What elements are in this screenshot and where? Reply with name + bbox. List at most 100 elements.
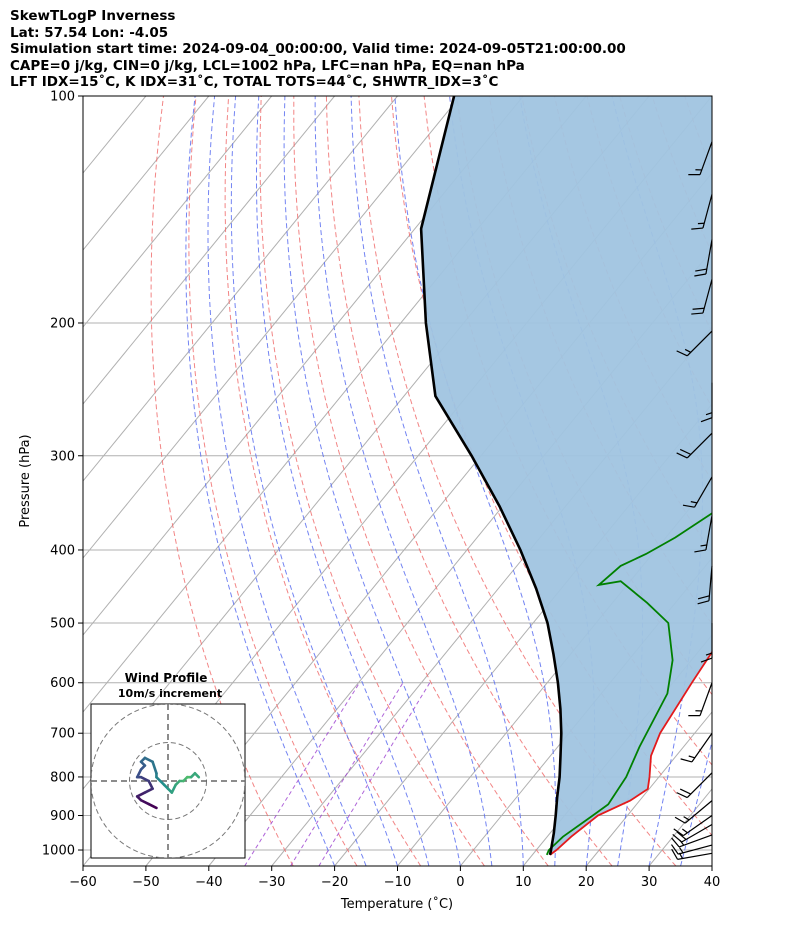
barb-flag — [676, 831, 687, 840]
barb-flag — [676, 792, 688, 799]
y-tick-label: 300 — [50, 449, 75, 464]
x-tick-label: 30 — [641, 875, 658, 890]
barb-staff — [682, 815, 713, 837]
x-axis-label: Temperature (˚C) — [340, 896, 453, 912]
barb-flag — [674, 816, 686, 824]
barb-half-flag — [700, 544, 707, 547]
moist-adiabat-line — [207, 96, 367, 866]
moist-adiabat-line — [185, 96, 336, 866]
x-tick-label: −50 — [132, 875, 159, 890]
dry-adiabat-line — [224, 96, 422, 866]
hodograph-inset: Wind Profile 10m/s increment — [90, 671, 246, 859]
axes: −60 −50 −40 −30 −20 −10 0 10 20 30 40 1000 900 800 700… — [42, 90, 720, 891]
barb-flag — [679, 448, 692, 455]
x-tick-label: −40 — [195, 875, 222, 890]
mixing-ratio-line — [290, 682, 404, 866]
hodograph-plot — [91, 704, 245, 858]
dry-adiabat-line — [783, 96, 794, 866]
y-tick-label: 1000 — [42, 844, 75, 859]
y-axis-label: Pressure (hPa) — [18, 434, 33, 527]
x-tick-label: 10 — [515, 875, 532, 890]
wind-barb — [697, 565, 713, 605]
moist-adiabat-line — [283, 96, 461, 866]
isotherm-line — [711, 865, 712, 866]
hodograph-segment — [147, 779, 154, 791]
barb-flag — [695, 268, 707, 272]
wind-barb — [676, 330, 713, 357]
mixing-ratio-line — [318, 682, 431, 866]
index-values-text: LFT IDX=15˚C, K IDX=31˚C, TOTAL TOTS=44˚… — [10, 74, 499, 90]
wind-barb — [688, 682, 713, 717]
barb-half-flag — [683, 816, 690, 821]
barb-staff — [686, 772, 713, 799]
isotherm-line — [83, 96, 273, 328]
barb-flag — [676, 452, 688, 459]
dry-adiabat-line — [750, 96, 794, 866]
barb-flag — [694, 549, 707, 553]
wind-barb — [691, 279, 713, 315]
hodograph-segment — [139, 798, 151, 806]
x-tick-label: −10 — [384, 875, 411, 890]
wind-barb — [680, 732, 713, 763]
barb-staff — [699, 682, 713, 716]
dry-adiabat-line — [717, 96, 794, 866]
barb-staff — [705, 239, 713, 275]
isotherm-line — [83, 96, 398, 482]
barb-half-flag — [690, 501, 698, 504]
isotherm-line — [83, 96, 84, 97]
barb-flag — [673, 828, 684, 837]
wind-barb — [674, 800, 713, 824]
wind-barb — [676, 772, 713, 799]
barb-staff — [702, 279, 713, 314]
barb-flag — [700, 417, 713, 423]
hodograph-segment — [139, 775, 151, 783]
barb-staff — [678, 844, 713, 855]
barb-half-flag — [688, 755, 695, 759]
x-tick-label: −30 — [258, 875, 285, 890]
hodograph-segment — [151, 760, 158, 775]
barb-staff — [708, 565, 713, 601]
location-text: Lat: 57.54 Lon: -4.05 — [10, 24, 169, 41]
isotherm-line — [83, 96, 335, 405]
barb-flag — [679, 788, 692, 795]
y-tick-label: 100 — [50, 90, 75, 105]
y-tick-label: 600 — [50, 676, 75, 691]
x-tick-label: 40 — [704, 875, 721, 890]
profile-lines — [419, 96, 712, 856]
barb-flag — [692, 307, 705, 310]
wind-barb — [700, 623, 713, 663]
moist-adiabat-line — [314, 96, 493, 866]
temperature-line — [549, 650, 712, 856]
isotherm-line — [585, 711, 712, 866]
barb-flag — [700, 657, 713, 663]
wind-barb — [672, 823, 713, 843]
x-tick-label: −60 — [69, 875, 96, 890]
barb-flag — [676, 350, 688, 357]
barb-flag — [691, 312, 703, 315]
y-tick-label: 500 — [50, 617, 75, 632]
hodograph-segment — [170, 783, 177, 794]
barb-flag — [671, 848, 679, 860]
parcel-shading — [421, 96, 712, 855]
barb-flag — [672, 834, 683, 843]
dry-adiabat-line — [150, 96, 294, 866]
isotherm-line — [83, 96, 210, 251]
wind-barb — [676, 432, 713, 459]
stability-indices-text: CAPE=0 j/kg, CIN=0 j/kg, LCL=1002 hPa, L… — [10, 57, 525, 74]
barb-staff — [681, 823, 713, 843]
wind-barb — [691, 194, 713, 230]
moist-adiabat-line — [350, 96, 524, 866]
wind-barb — [682, 476, 713, 508]
dry-adiabat-line — [358, 96, 677, 866]
isotherm-line — [83, 96, 461, 559]
moist-adiabat-line — [230, 96, 398, 866]
hodograph-subtitle: 10m/s increment — [118, 687, 222, 700]
barb-staff — [699, 141, 713, 175]
dry-adiabat-line — [293, 96, 549, 866]
wind-barb — [700, 382, 713, 423]
barb-half-flag — [684, 348, 692, 353]
hodograph-segment — [143, 756, 154, 764]
barb-flag — [680, 758, 693, 763]
dry-adiabat-line — [259, 96, 485, 866]
